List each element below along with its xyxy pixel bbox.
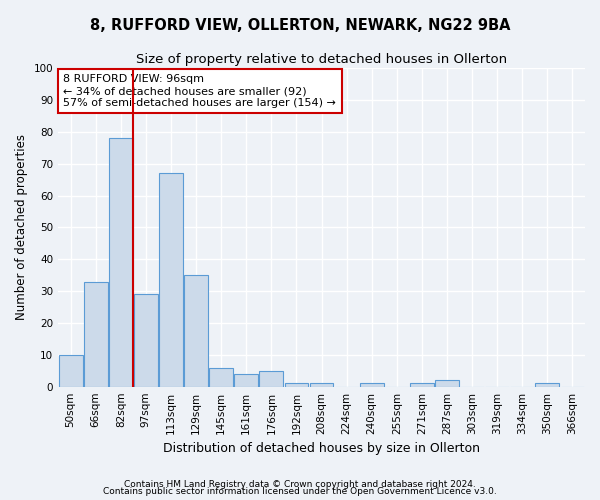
Text: 8, RUFFORD VIEW, OLLERTON, NEWARK, NG22 9BA: 8, RUFFORD VIEW, OLLERTON, NEWARK, NG22 … <box>90 18 510 32</box>
Bar <box>134 294 158 386</box>
Bar <box>535 384 559 386</box>
Title: Size of property relative to detached houses in Ollerton: Size of property relative to detached ho… <box>136 52 507 66</box>
Bar <box>209 368 233 386</box>
Bar <box>109 138 133 386</box>
Bar <box>410 384 434 386</box>
Bar <box>435 380 459 386</box>
Text: Contains public sector information licensed under the Open Government Licence v3: Contains public sector information licen… <box>103 487 497 496</box>
Bar <box>310 384 334 386</box>
Y-axis label: Number of detached properties: Number of detached properties <box>15 134 28 320</box>
Bar <box>184 275 208 386</box>
Bar <box>259 370 283 386</box>
X-axis label: Distribution of detached houses by size in Ollerton: Distribution of detached houses by size … <box>163 442 480 455</box>
Bar <box>84 282 107 387</box>
Bar <box>360 384 383 386</box>
Bar <box>284 384 308 386</box>
Bar <box>59 355 83 386</box>
Text: 8 RUFFORD VIEW: 96sqm
← 34% of detached houses are smaller (92)
57% of semi-deta: 8 RUFFORD VIEW: 96sqm ← 34% of detached … <box>64 74 336 108</box>
Bar <box>235 374 258 386</box>
Bar <box>159 173 183 386</box>
Text: Contains HM Land Registry data © Crown copyright and database right 2024.: Contains HM Land Registry data © Crown c… <box>124 480 476 489</box>
